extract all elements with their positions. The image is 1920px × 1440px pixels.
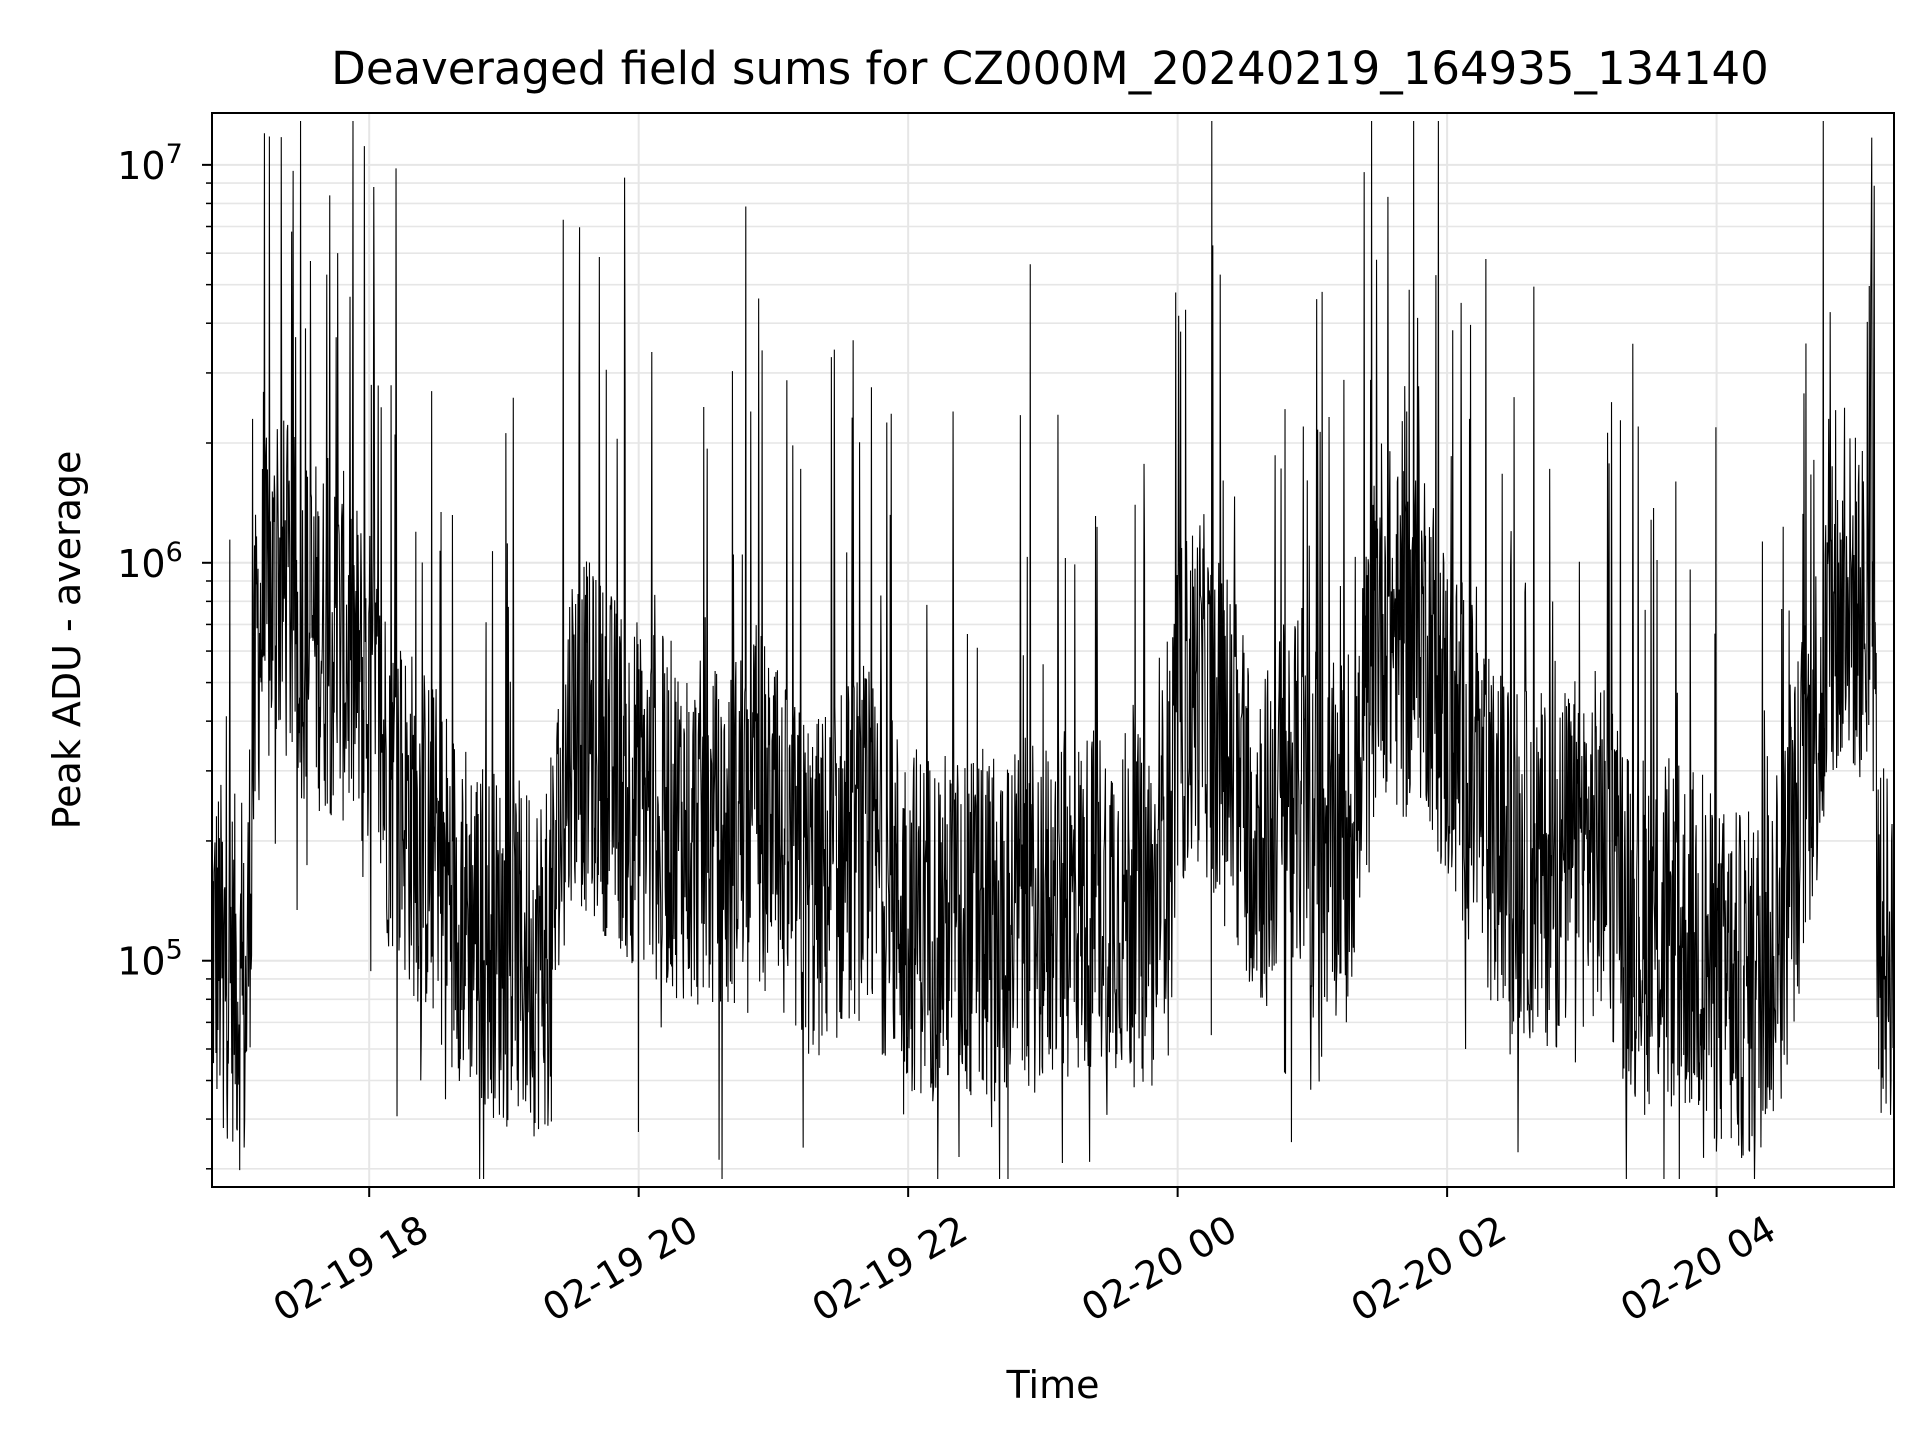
x-axis-label: Time	[1006, 1363, 1100, 1407]
series-line	[211, 120, 1895, 1180]
y-tick-label: 105	[117, 935, 183, 984]
y-tick-label: 107	[117, 139, 183, 188]
y-axis: 105 106 107	[117, 139, 212, 1170]
y-tick-label: 106	[117, 537, 183, 586]
plot-frame	[211, 112, 1895, 1188]
chart-title: Deaveraged field sums for CZ000M_2024021…	[331, 42, 1769, 95]
y-axis-label: Peak ADU - average	[45, 451, 89, 830]
series-layer	[211, 120, 1895, 1180]
